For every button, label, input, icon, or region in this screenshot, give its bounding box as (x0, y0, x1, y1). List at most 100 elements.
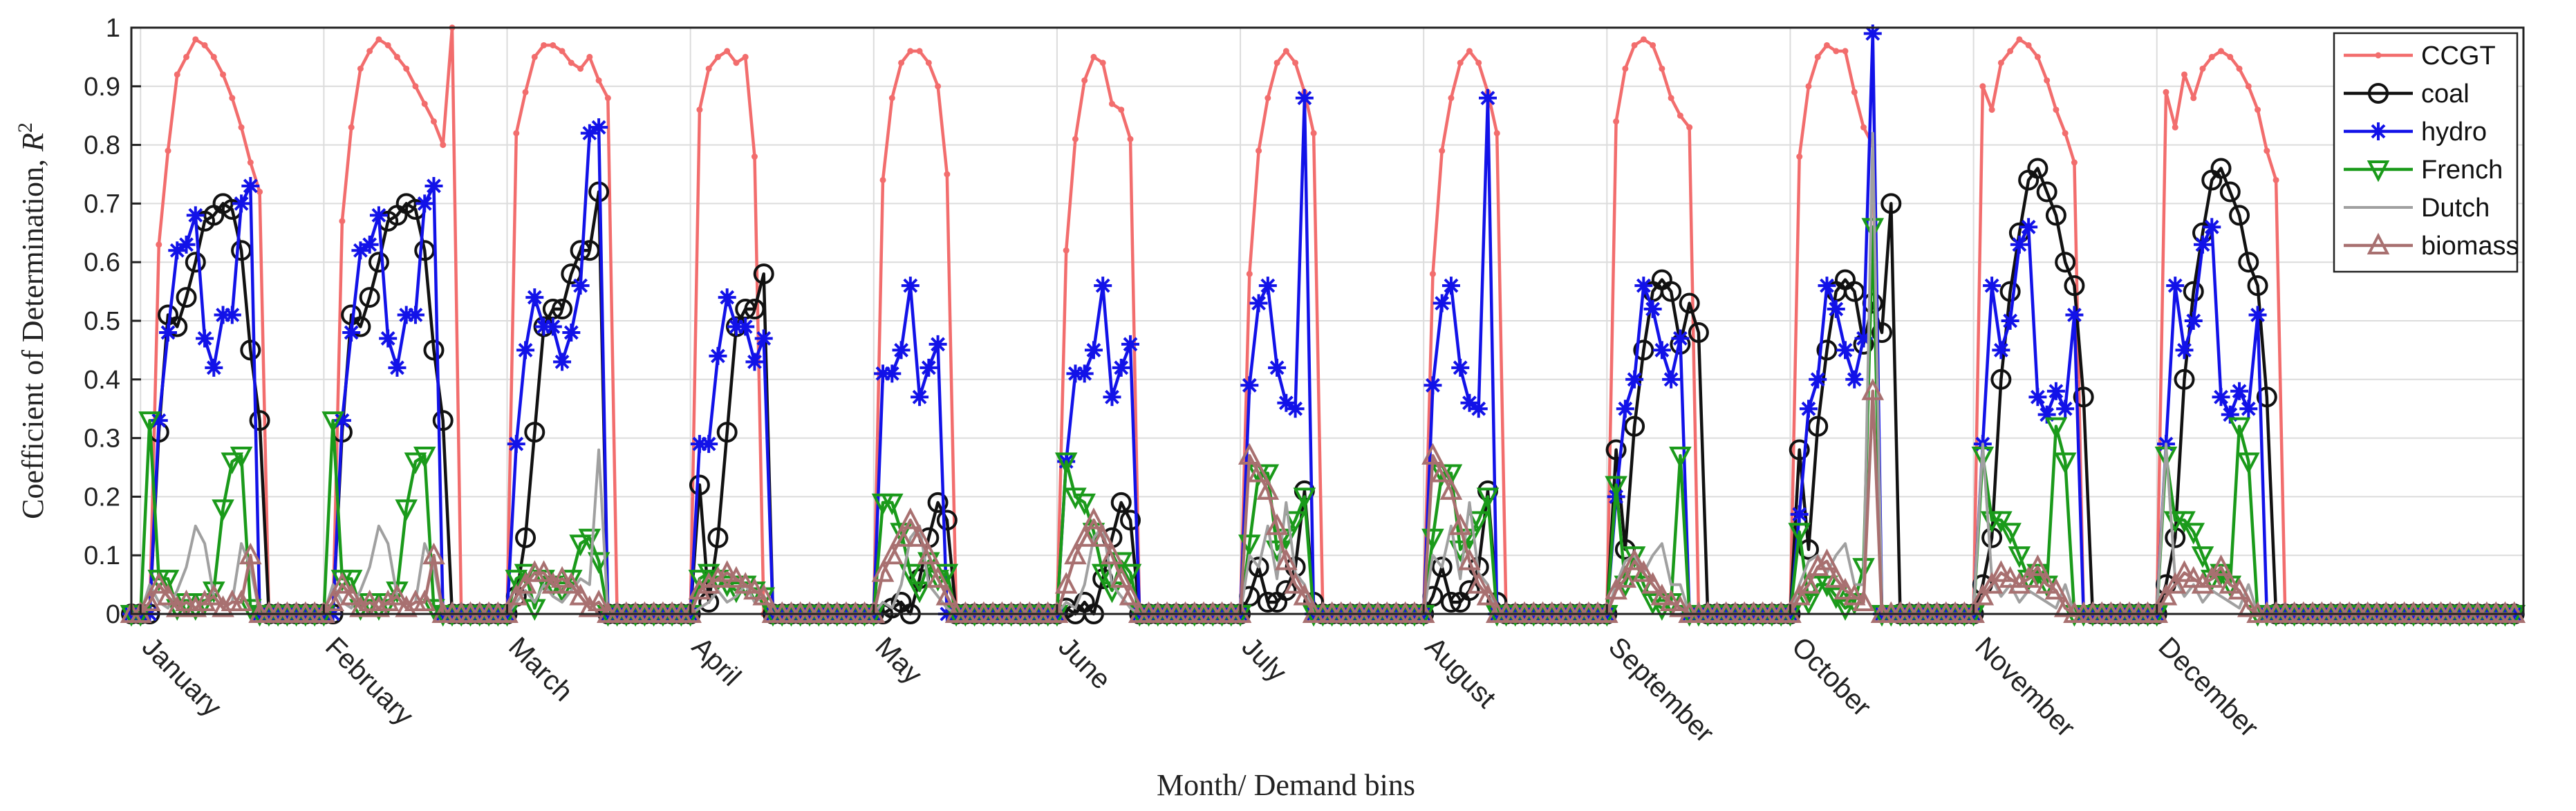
series-ccgt-point (1842, 48, 1849, 55)
series-ccgt-point (2007, 48, 2014, 55)
series-ccgt-point (1099, 59, 1106, 66)
series-ccgt-point (1457, 59, 1464, 66)
y-tick-label: 0.2 (84, 483, 120, 512)
series-hydro-point (2056, 400, 2075, 418)
series-hydro-point (543, 317, 562, 336)
series-french-point (578, 528, 601, 551)
series-hydro-point (196, 329, 214, 348)
series-hydro-point (709, 346, 727, 365)
series-ccgt-point (2190, 95, 2197, 102)
series-french-point (1669, 447, 1692, 469)
y-tick-label: 0.8 (84, 131, 120, 160)
series-coal-point (1661, 281, 1682, 302)
series-coal-point (1679, 292, 1700, 314)
series-biomass-point (569, 584, 592, 606)
series-ccgt-point (559, 48, 566, 55)
series-biomass-point (725, 566, 748, 588)
series-hydro-point (1441, 277, 1460, 295)
series-biomass-point (1816, 548, 1838, 570)
series-biomass-point (1641, 572, 1664, 594)
series-ccgt-point (183, 53, 190, 60)
legend-entry-ccgt: CCGT (2344, 41, 2496, 71)
series-hydro-point (379, 329, 398, 348)
series-hydro-point (1634, 277, 1653, 295)
series-ccgt-point (1273, 59, 1280, 66)
legend-entry-french: French (2344, 156, 2503, 185)
series-ccgt-point (174, 71, 180, 78)
legend-label: Dutch (2421, 194, 2490, 223)
series-french-point (890, 523, 913, 545)
series-hydro-point (1121, 335, 1139, 353)
series-hydro-point (911, 388, 929, 407)
series-biomass-point (1605, 577, 1627, 600)
series-biomass-point (367, 595, 391, 617)
series-biomass-point (899, 507, 922, 530)
series-biomass-point (1842, 584, 1866, 606)
series-hydro-point (580, 124, 599, 142)
series-hydro-point (883, 364, 902, 383)
series-biomass-point (1797, 572, 1820, 594)
series-coal-point (1459, 580, 1480, 602)
series-hydro-point (388, 358, 407, 377)
series-french-point (1091, 563, 1114, 586)
series-biomass-point (1990, 560, 2013, 582)
series-biomass-point (1971, 584, 1995, 606)
series-hydro-point (2175, 341, 2194, 360)
series-hydro-point (727, 317, 745, 336)
series-ccgt-point (366, 48, 373, 55)
series-ccgt-point (440, 142, 447, 149)
series-ccgt-point (2245, 83, 2252, 90)
series-biomass-point (1073, 525, 1096, 547)
series-hydro-point (700, 435, 718, 454)
series-biomass-point (138, 589, 161, 612)
series-ccgt-point (742, 53, 749, 60)
series-french-point (1788, 523, 1811, 545)
series-coal-point (2238, 252, 2259, 273)
series-hydro-point (2065, 306, 2084, 324)
series-ccgt-point (2255, 106, 2261, 113)
series-coal-point (1257, 592, 1278, 613)
series-biomass-point (2008, 572, 2031, 594)
series-french-point (413, 447, 436, 469)
series-french-point (899, 563, 922, 586)
y-axis-title: Coefficient of Determination, R2 (14, 122, 50, 519)
series-coal-point (1605, 439, 1627, 460)
series-ccgt-point (1292, 59, 1299, 66)
series-biomass-point (184, 595, 207, 617)
series-biomass-point (871, 560, 895, 582)
series-ccgt-point (550, 41, 557, 48)
series-hydro-point (928, 335, 947, 353)
legend-entry-coal: coal (2344, 80, 2470, 109)
series-coal-point (2219, 181, 2241, 203)
series-ccgt-point (604, 95, 611, 102)
y-tick-label: 0.1 (84, 541, 120, 570)
series-ccgt-point (1246, 270, 1253, 277)
series-biomass-point (1669, 595, 1692, 617)
series-hydro-point (1286, 400, 1305, 418)
series-french-point (2053, 452, 2077, 474)
legend-label: French (2421, 156, 2503, 185)
series-ccgt-point (907, 48, 914, 55)
series-hydro-point (1845, 370, 1864, 389)
series-coal-point (753, 263, 774, 285)
series-ccgt-point (1256, 147, 1262, 154)
series-coal-point (1624, 416, 1645, 437)
series-hydro-point (2203, 218, 2221, 236)
series-french-point (1623, 546, 1646, 568)
series-biomass-point (532, 560, 555, 582)
series-biomass-point (2237, 595, 2260, 617)
series-coal-point (368, 252, 389, 273)
series-french-point (1064, 487, 1087, 510)
series-biomass-point (2210, 554, 2232, 577)
series-biomass-point (386, 584, 409, 606)
series-hydro-point (1863, 24, 1882, 43)
series-hydro-point (1460, 393, 1479, 412)
series-ccgt-point (2163, 88, 2169, 95)
series-biomass-point (212, 595, 234, 617)
series-coal-point (707, 527, 729, 548)
series-biomass-point (2035, 572, 2058, 594)
series-hydro-point (397, 306, 416, 324)
series-coal-point (570, 240, 591, 261)
series-coal-point (524, 422, 545, 443)
series-coal-point (1807, 416, 1829, 437)
